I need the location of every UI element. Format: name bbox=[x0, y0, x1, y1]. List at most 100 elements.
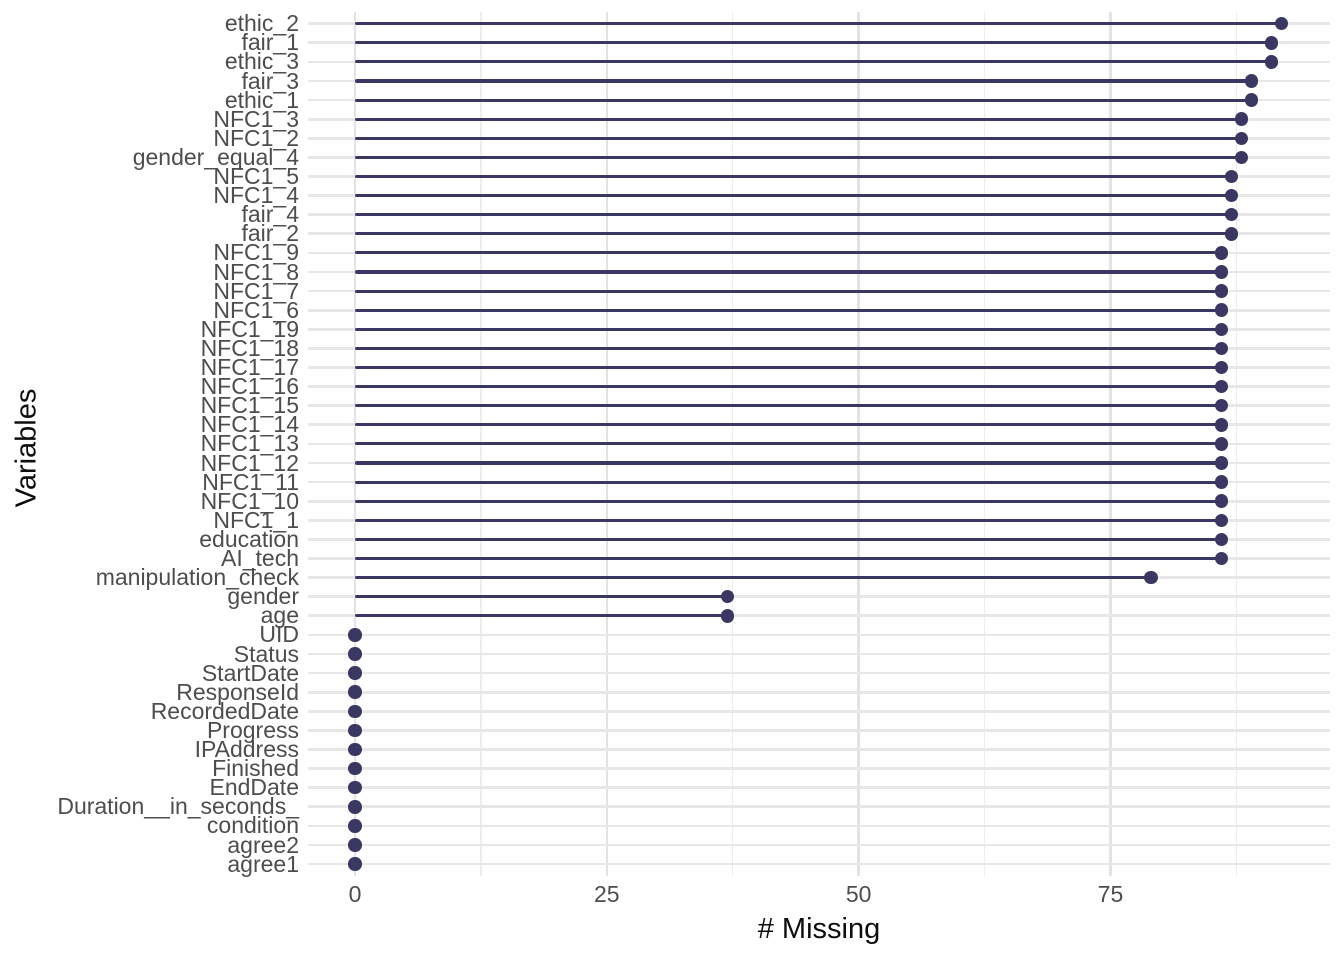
y-tick-label: ethic_2 bbox=[224, 10, 299, 37]
plot-panel bbox=[308, 12, 1330, 876]
lollipop-dot bbox=[1214, 303, 1229, 317]
lollipop-line bbox=[355, 556, 1222, 561]
x-tick-label: 75 bbox=[1097, 881, 1124, 907]
y-tick-label: NFC1_15 bbox=[200, 392, 299, 419]
lollipop-dot bbox=[720, 589, 735, 604]
gridline-horizontal-major bbox=[308, 690, 1330, 694]
y-tick-label: NFC1_7 bbox=[213, 277, 299, 304]
y-tick-label: NFC1_16 bbox=[200, 373, 299, 400]
x-axis-title: # Missing bbox=[757, 913, 881, 945]
y-tick-label: IPAddress bbox=[194, 736, 299, 762]
lollipop-dot bbox=[1274, 16, 1289, 31]
y-tick-label: RecordedDate bbox=[150, 697, 299, 724]
lollipop-dot bbox=[1214, 284, 1229, 298]
lollipop-dot bbox=[1264, 36, 1279, 50]
y-tick-label: agree1 bbox=[227, 850, 299, 877]
lollipop-dot bbox=[1214, 398, 1229, 413]
y-tick-label: agree2 bbox=[227, 831, 299, 858]
y-tick-label: NFC1_1 bbox=[213, 506, 299, 533]
lollipop-line bbox=[355, 576, 1151, 580]
gridline-horizontal-major bbox=[308, 652, 1330, 656]
lollipop-dot bbox=[1214, 246, 1229, 260]
lollipop-dot bbox=[348, 742, 362, 757]
lollipop-dot bbox=[1214, 418, 1229, 432]
lollipop-dot bbox=[348, 628, 362, 642]
gridline-horizontal-major bbox=[308, 767, 1330, 770]
y-tick-label: NFC1_4 bbox=[213, 182, 299, 209]
gridline-horizontal-major bbox=[308, 709, 1330, 713]
lollipop-line bbox=[355, 480, 1222, 484]
lollipop-line bbox=[355, 461, 1222, 465]
y-tick-label: NFC1_6 bbox=[213, 296, 299, 323]
lollipop-line bbox=[355, 346, 1222, 350]
y-tick-label: Status bbox=[233, 640, 299, 667]
y-tick-label: NFC1_17 bbox=[200, 354, 299, 380]
gridline-horizontal-major bbox=[308, 843, 1330, 847]
lollipop-dot bbox=[1214, 437, 1229, 451]
lollipop-dot bbox=[348, 857, 362, 871]
y-tick-label: NFC1_5 bbox=[213, 163, 299, 189]
lollipop-dot bbox=[1234, 150, 1249, 165]
lollipop-line bbox=[355, 423, 1222, 427]
lollipop-line bbox=[355, 155, 1242, 159]
gridline-horizontal-major bbox=[308, 786, 1330, 790]
y-tick-label: gender_equal_4 bbox=[132, 143, 299, 170]
y-tick-label: ethic_3 bbox=[224, 48, 299, 75]
lollipop-dot bbox=[348, 685, 362, 699]
lollipop-dot bbox=[1144, 570, 1158, 585]
lollipop-dot bbox=[348, 780, 362, 795]
lollipop-dot bbox=[1214, 322, 1229, 337]
lollipop-dot bbox=[1214, 532, 1229, 547]
y-tick-label: NFC1_14 bbox=[200, 411, 299, 438]
lollipop-dot bbox=[1214, 475, 1229, 489]
lollipop-dot bbox=[1214, 341, 1229, 356]
y-tick-label: AI_tech bbox=[221, 545, 299, 571]
y-tick-label: fair_3 bbox=[241, 67, 299, 94]
lollipop-line bbox=[355, 289, 1222, 293]
gridline-horizontal-major bbox=[308, 614, 1330, 618]
lollipop-dot bbox=[348, 666, 362, 680]
lollipop-dot bbox=[348, 800, 362, 814]
y-tick-label: gender bbox=[227, 583, 299, 610]
lollipop-line bbox=[355, 60, 1272, 64]
lollipop-line bbox=[355, 499, 1222, 503]
lollipop-line bbox=[355, 442, 1222, 446]
gridline-horizontal-major bbox=[308, 595, 1330, 599]
gridline-horizontal-major bbox=[308, 729, 1330, 732]
lollipop-line bbox=[355, 595, 728, 599]
lollipop-dot bbox=[1234, 131, 1249, 146]
lollipop-line bbox=[355, 79, 1252, 83]
y-tick-label: fair_4 bbox=[241, 201, 299, 228]
lollipop-dot bbox=[1224, 169, 1239, 184]
lollipop-line bbox=[355, 614, 728, 618]
lollipop-line bbox=[355, 22, 1282, 26]
lollipop-dot bbox=[1244, 93, 1259, 107]
lollipop-dot bbox=[348, 761, 362, 776]
lollipop-line bbox=[355, 518, 1222, 522]
x-tick-label: 25 bbox=[594, 881, 620, 907]
lollipop-line bbox=[355, 537, 1222, 541]
lollipop-line bbox=[355, 327, 1222, 331]
gridline-horizontal-major bbox=[308, 633, 1330, 637]
y-tick-label: education bbox=[199, 525, 299, 552]
y-tick-label: NFC1_9 bbox=[213, 239, 299, 266]
lollipop-line bbox=[355, 308, 1222, 312]
lollipop-dot bbox=[1214, 265, 1229, 279]
lollipop-dot bbox=[1214, 456, 1229, 470]
lollipop-dot bbox=[1214, 551, 1229, 566]
y-tick-label: fair_2 bbox=[241, 220, 299, 247]
lollipop-dot bbox=[348, 838, 362, 852]
lollipop-dot bbox=[1224, 188, 1239, 203]
lollipop-line bbox=[355, 365, 1222, 370]
lollipop-line bbox=[355, 98, 1252, 102]
lollipop-line bbox=[355, 174, 1232, 179]
lollipop-dot bbox=[1234, 112, 1249, 126]
lollipop-dot bbox=[1214, 494, 1229, 508]
lollipop-dot bbox=[1214, 379, 1229, 394]
lollipop-line bbox=[355, 41, 1272, 45]
x-tick-label: 50 bbox=[845, 881, 872, 907]
y-tick-label: NFC1_13 bbox=[200, 430, 299, 457]
lollipop-dot bbox=[1244, 74, 1259, 88]
lollipop-dot bbox=[1214, 513, 1229, 528]
